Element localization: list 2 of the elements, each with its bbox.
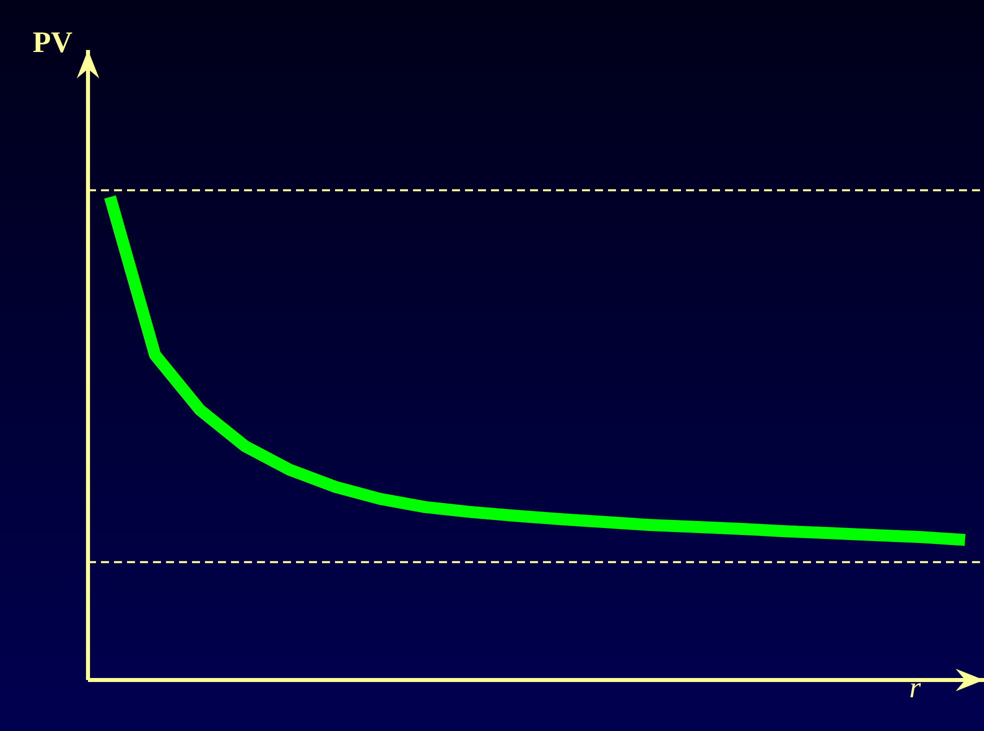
x-axis-title: r xyxy=(910,683,921,698)
y-axis-title: PV xyxy=(33,32,72,52)
